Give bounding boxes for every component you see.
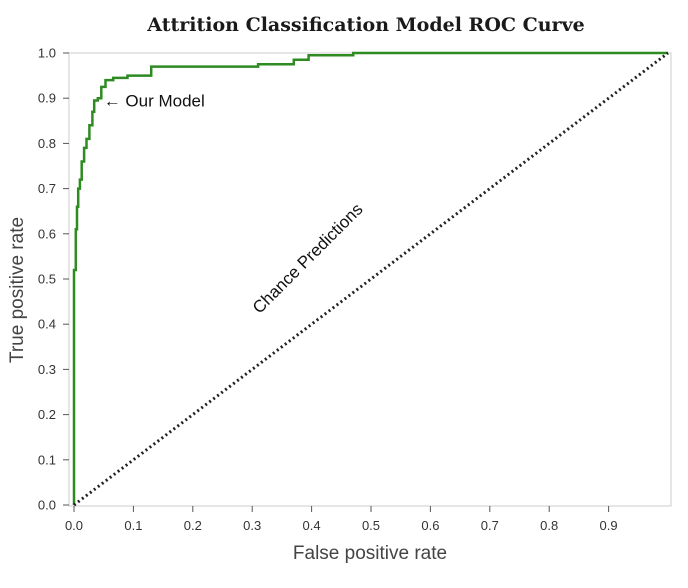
annotation-layer: ← Our Model Chance Predictions [104, 91, 367, 317]
x-tick-label: 0.9 [600, 518, 618, 533]
x-tick-label: 0.0 [65, 518, 83, 533]
our-model-label: ← Our Model [104, 91, 205, 110]
roc-curve-line [72, 51, 668, 505]
y-tick-label: 0.2 [38, 407, 56, 422]
x-axis-ticks: 0.0 0.1 0.2 0.3 0.4 0.5 0.6 0.7 0.8 0.9 [65, 506, 618, 533]
x-axis-label: False positive rate [293, 543, 447, 564]
y-tick-label: 0.1 [38, 452, 56, 467]
x-tick-label: 0.8 [540, 518, 558, 533]
x-tick-label: 0.2 [184, 518, 202, 533]
x-tick-label: 0.5 [362, 518, 380, 533]
y-tick-label: 0.7 [38, 181, 56, 196]
y-tick-label: 0.6 [38, 226, 56, 241]
y-axis-ticks: 0.0 0.1 0.2 0.3 0.4 0.5 0.6 0.7 0.8 0.9 1.0 [38, 46, 69, 513]
series-layer [72, 51, 669, 507]
y-axis-label: True positive rate [7, 217, 28, 363]
x-tick-label: 0.6 [421, 518, 439, 533]
x-tick-label: 0.3 [243, 518, 261, 533]
y-tick-label: 0.9 [38, 91, 56, 106]
x-tick-label: 0.4 [303, 518, 321, 533]
y-tick-label: 0.0 [38, 498, 56, 513]
chart-title: Attrition Classification Model ROC Curve [146, 14, 584, 36]
y-tick-label: 1.0 [38, 46, 56, 61]
y-tick-label: 0.4 [38, 317, 56, 332]
y-tick-label: 0.3 [38, 362, 56, 377]
y-tick-label: 0.5 [38, 272, 56, 287]
x-tick-label: 0.7 [481, 518, 499, 533]
y-tick-label: 0.8 [38, 136, 56, 151]
chance-diagonal-line [73, 51, 669, 507]
x-tick-label: 0.1 [124, 518, 142, 533]
chance-predictions-label: Chance Predictions [249, 200, 367, 318]
